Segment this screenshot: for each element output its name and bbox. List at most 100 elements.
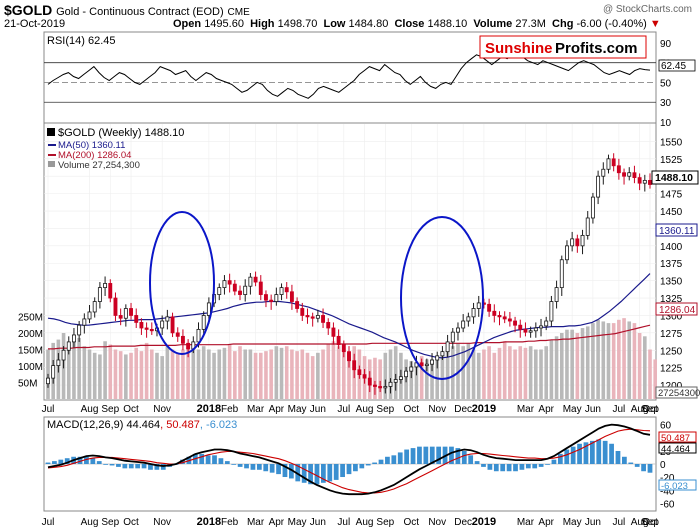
- volume-bar: [502, 341, 507, 399]
- rsi-line: [47, 52, 651, 99]
- macd-hist-bar: [141, 464, 147, 469]
- candle-body: [440, 351, 445, 357]
- macd-hist-bar: [397, 452, 403, 464]
- x-tick-label: 2019: [472, 516, 496, 528]
- x-tick-label: Feb: [221, 404, 239, 415]
- macd-hist-bar: [154, 464, 160, 470]
- candle-body: [502, 316, 507, 320]
- x-tick-label: Jul: [612, 517, 625, 528]
- volume-bar: [596, 319, 600, 399]
- volume-bar: [98, 354, 102, 399]
- candle-body: [585, 217, 590, 236]
- candle-body: [139, 322, 144, 329]
- volume-bar: [591, 323, 595, 399]
- x-tick-label: Apr: [538, 517, 554, 528]
- macd-hist-bar: [557, 453, 563, 464]
- price-tick-label: 1275: [660, 329, 683, 340]
- macd-hist-bar: [436, 446, 442, 464]
- price-tick-label: 1225: [660, 364, 683, 375]
- macd-hist-bar: [628, 462, 634, 464]
- x-tick-label: 2018: [197, 516, 221, 528]
- volume-bar: [253, 352, 258, 399]
- macd-hist-bar: [493, 464, 499, 472]
- x-tick-label: Jul: [612, 404, 625, 415]
- candle-body: [305, 315, 310, 318]
- volume-bar: [165, 346, 170, 399]
- macd-hist-bar: [346, 464, 352, 475]
- candle-body: [238, 290, 242, 295]
- candle-body: [378, 386, 383, 389]
- macd-hist-bar: [391, 455, 397, 464]
- volume-bar: [544, 346, 549, 399]
- symbol-name: Gold - Continuous Contract (EOD): [56, 6, 224, 18]
- volume-bar: [258, 352, 263, 399]
- annotation-ellipse-2017: [149, 211, 215, 355]
- macd-hist-bar: [647, 464, 653, 473]
- volume-bar: [233, 351, 237, 399]
- x-tick-label: Jun: [585, 517, 601, 528]
- x-tick-label: Sep: [376, 404, 394, 415]
- x-tick-label: Oct: [123, 404, 139, 415]
- macd-legend-text: MACD(12,26,9) 44.464, 50.487, -6.023: [47, 419, 237, 431]
- macd-hist-bar: [641, 464, 646, 472]
- candle-body: [362, 374, 367, 379]
- macd-hist-bar: [551, 459, 557, 464]
- x-tick-label: May: [288, 404, 307, 415]
- volume-bar: [617, 319, 621, 399]
- macd-legend-hist: -6.023: [206, 419, 237, 431]
- rsi-last-label: 62.45: [661, 61, 686, 72]
- candle-body: [341, 344, 346, 353]
- candle-body: [424, 363, 429, 366]
- volume-axis: 250M 200M 150M 100M 50M: [18, 313, 43, 390]
- legend-volume-swatch: [48, 161, 55, 167]
- macd-hist-bar: [77, 456, 83, 464]
- volume-bar: [388, 349, 393, 399]
- candle-body: [627, 172, 632, 177]
- candle-body: [279, 287, 284, 295]
- candle-body: [217, 287, 222, 295]
- candle-body: [409, 366, 414, 372]
- price-tick-label: 1450: [660, 207, 683, 218]
- rsi-tick-label: 50: [660, 78, 672, 89]
- candles: [46, 153, 652, 395]
- candle-body: [180, 335, 185, 344]
- price-x-axis: Jul Aug Sep Oct Nov 2018 Feb Mar Apr May Jun Jul Aug…: [42, 403, 660, 415]
- volume-bar: [445, 349, 450, 399]
- macd-hist-bar: [103, 464, 109, 465]
- volume-bar: [103, 341, 107, 399]
- candle-body: [352, 360, 357, 371]
- macd-hist-bar: [609, 443, 614, 464]
- low-value: 1484.80: [348, 18, 389, 30]
- volume-bar: [425, 359, 429, 399]
- last-price-box: [651, 170, 699, 185]
- candle-body: [196, 328, 201, 343]
- x-tick-label: Apr: [269, 404, 285, 415]
- x-tick-label: Jul: [337, 517, 350, 528]
- volume-bar: [554, 336, 559, 399]
- macd-hist-label: -6.023: [661, 481, 688, 492]
- ma200-line: [48, 324, 651, 350]
- candle-body: [82, 318, 87, 326]
- macd-value-label: 44.464: [661, 444, 690, 455]
- candle-body: [590, 196, 595, 219]
- candle-body: [549, 301, 554, 322]
- macd-hist-bar: [45, 462, 51, 464]
- volume-bar: [487, 346, 491, 399]
- volume-bar: [274, 346, 279, 399]
- quote-values: Open 1495.60 High 1498.70 Low 1484.80 Cl…: [173, 18, 661, 30]
- candle-body: [642, 179, 647, 184]
- volume-bar: [450, 346, 455, 399]
- volume-bar: [513, 349, 517, 399]
- volume-bar: [196, 349, 201, 399]
- x-tick-label: Mar: [517, 517, 535, 528]
- x-tick-label: Dec: [454, 404, 472, 415]
- candle-body: [398, 376, 403, 380]
- volume-bar: [466, 342, 471, 399]
- volume-bar: [549, 339, 554, 399]
- x-tick-label: Oct: [403, 517, 419, 528]
- price-tick-label: 1475: [660, 190, 683, 201]
- macd-signal-box: [658, 431, 697, 443]
- candle-body: [601, 168, 606, 177]
- x-tick-label: Oct: [642, 404, 658, 415]
